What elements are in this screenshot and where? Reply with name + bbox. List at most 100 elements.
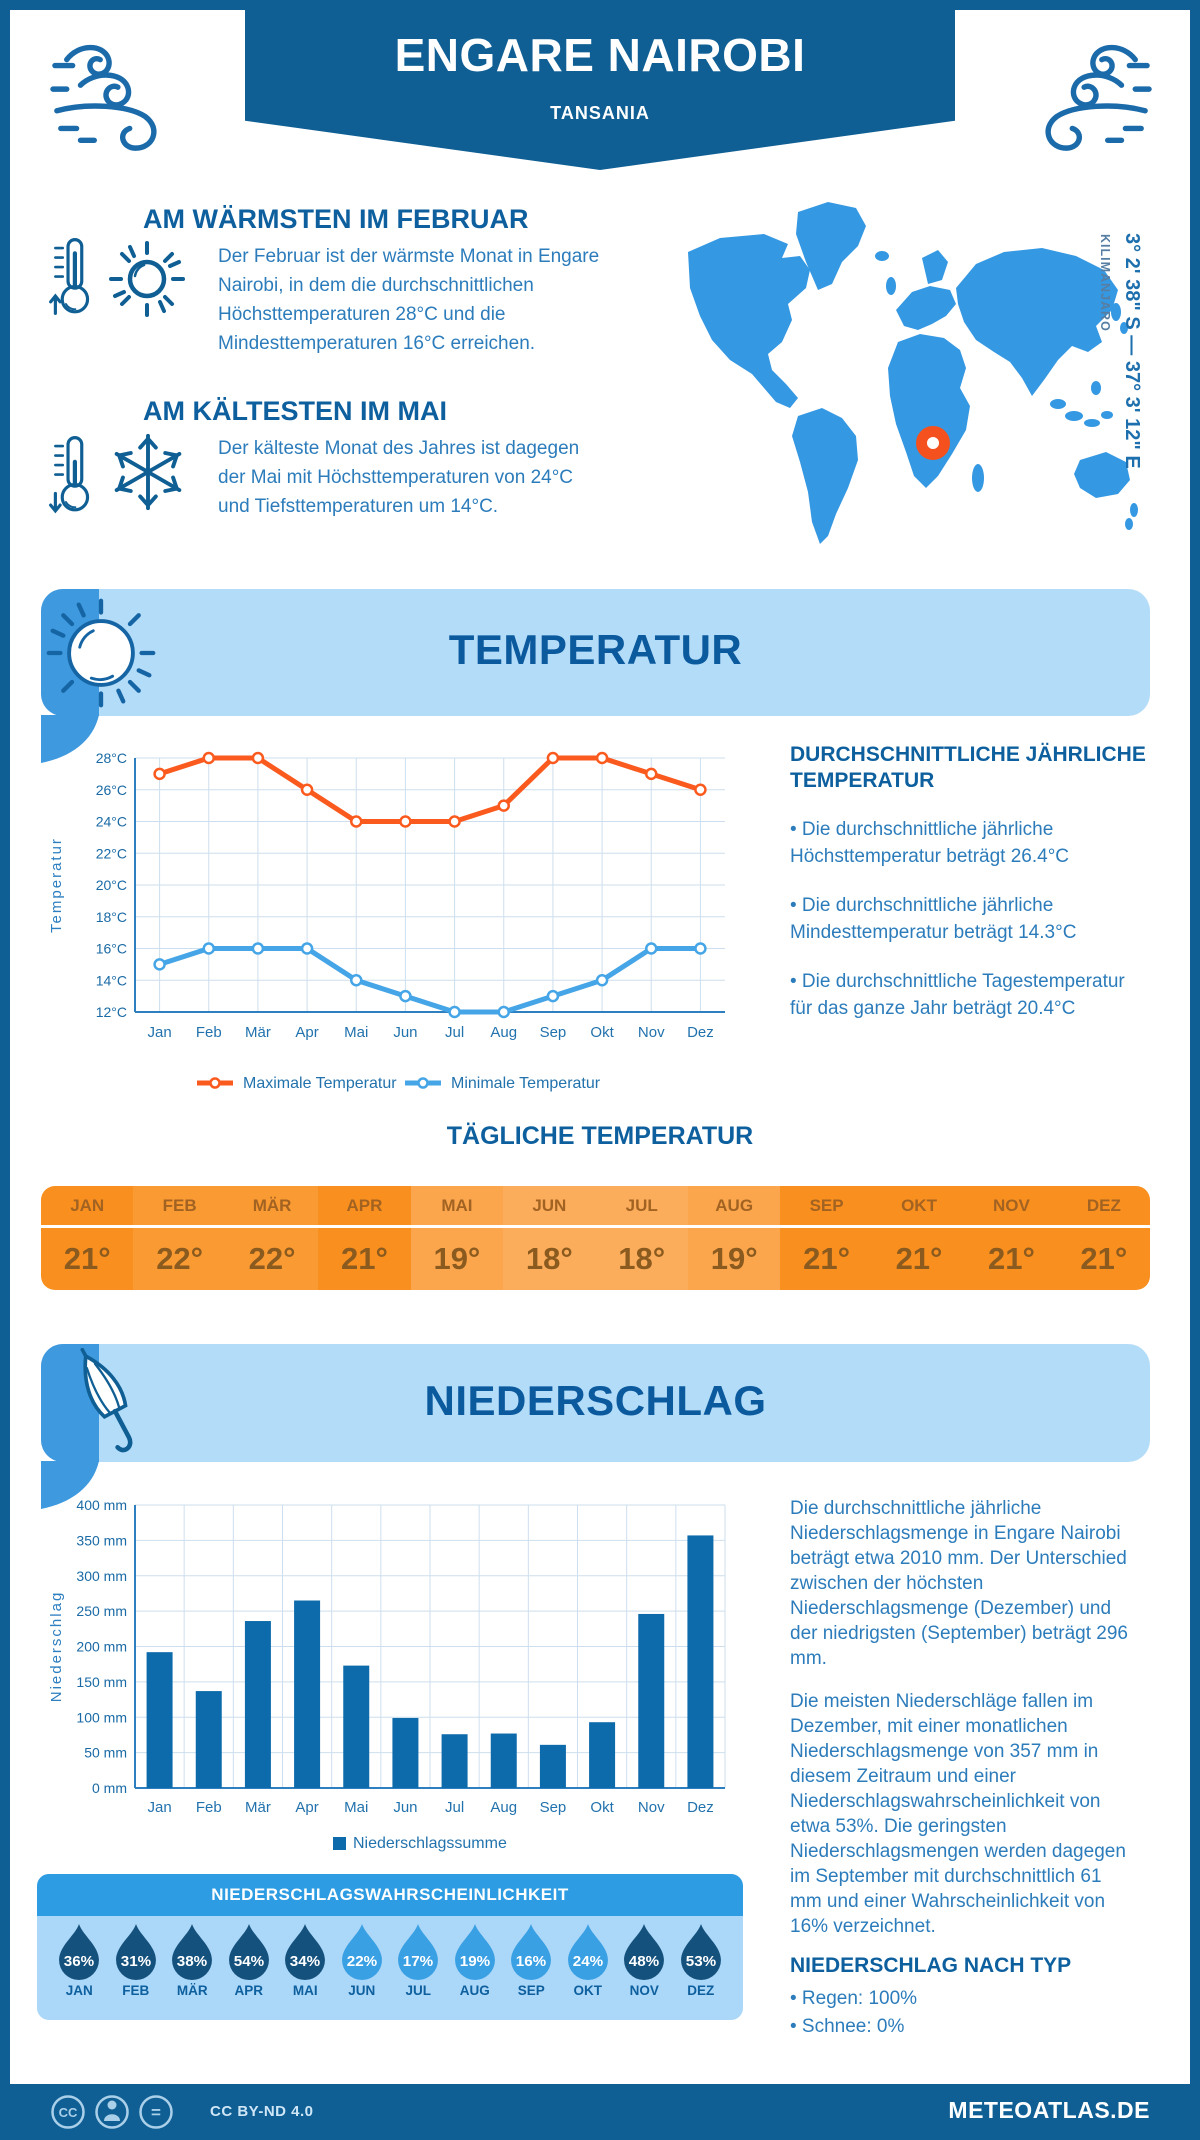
probability-droplet-FEB: 31% FEB [108, 1923, 165, 1998]
daily-temp-column-JAN: JAN 21° [41, 1186, 134, 1290]
bar-Apr [294, 1600, 321, 1788]
data-point [300, 783, 314, 796]
svg-text:Feb: Feb [196, 1799, 222, 1816]
precipitation-paragraph: Die meisten Niederschläge fallen im Deze… [790, 1689, 1168, 1939]
droplet-icon: 54% [228, 1923, 269, 1980]
svg-text:Jul: Jul [445, 1799, 464, 1816]
daily-temp-value: 18° [595, 1225, 688, 1290]
precipitation-probability-panel: NIEDERSCHLAGSWAHRSCHEINLICHKEIT 36% JAN 31… [37, 1874, 743, 2020]
svg-text:24°C: 24°C [96, 814, 127, 830]
precipitation-type-heading: NIEDERSCHLAG NACH TYP [790, 1954, 1072, 1977]
daily-temp-column-OKT: OKT 21° [872, 1186, 966, 1290]
paragraph-line: und Tiefsttemperaturen um 14°C. [218, 496, 499, 517]
daily-temp-value: 21° [41, 1225, 134, 1290]
precipitation-banner: NIEDERSCHLAG [41, 1344, 1150, 1462]
data-point [202, 942, 215, 955]
daily-temp-column-DEZ: DEZ 21° [1057, 1186, 1150, 1290]
bar-Okt [589, 1722, 616, 1788]
temperature-bullet: • Die durchschnittliche Tagestemperatur … [790, 968, 1162, 1022]
daily-temp-value: 22° [133, 1225, 226, 1290]
svg-text:22°C: 22°C [96, 845, 127, 861]
month-label: DEZ [687, 1983, 715, 1998]
site-name: METEOATLAS.DE [948, 2097, 1150, 2123]
month-label: SEP [517, 1983, 545, 1998]
svg-text:Temperatur: Temperatur [48, 837, 65, 933]
data-point [694, 942, 707, 955]
panel-heading-line: DURCHSCHNITTLICHE JÄHRLICHE [790, 743, 1146, 766]
month-label: JUN [348, 1983, 376, 1998]
header-banner: ENGARE NAIROBI TANSANIA [245, 0, 955, 170]
paragraph-line: Der kälteste Monat des Jahres ist dagege… [218, 438, 580, 459]
data-point [251, 751, 265, 765]
svg-text:Jul: Jul [445, 1024, 464, 1041]
svg-text:18°C: 18°C [96, 909, 127, 925]
data-point [202, 751, 215, 765]
svg-text:24%: 24% [573, 1953, 604, 1970]
data-point [350, 974, 363, 987]
bar-Dez [687, 1535, 714, 1788]
droplet-icon: 16% [511, 1923, 552, 1980]
paragraph-line: Niederschlagsmenge in Engare Nairobi [790, 1523, 1121, 1544]
daily-temperature-table: JAN 21° FEB 22° MÄR 22° APR 21° MAI 19° JUN 18° JUL 1… [41, 1186, 1150, 1290]
svg-text:100 mm: 100 mm [76, 1709, 127, 1725]
daily-temp-value: 21° [965, 1225, 1058, 1290]
bullet-line: • Regen: 100% [790, 1988, 918, 2009]
paragraph-line: mm und einer Wahrscheinlichkeit von [790, 1891, 1106, 1912]
grid [135, 1504, 726, 1788]
paragraph-line: diesem Zeitraum und einer [790, 1766, 1016, 1787]
svg-text:19%: 19% [460, 1953, 491, 1970]
data-point [153, 767, 166, 781]
data-point [497, 799, 510, 812]
svg-text:150 mm: 150 mm [76, 1674, 127, 1690]
page-border-right [1190, 0, 1200, 2140]
svg-text:54%: 54% [234, 1953, 265, 1970]
data-point [595, 974, 609, 987]
data-point [595, 751, 609, 765]
temperature-banner: TEMPERATUR [41, 589, 1150, 716]
banner-tail [41, 715, 99, 763]
bullet-line: • Die durchschnittliche Tagestemperatur [790, 971, 1125, 992]
droplet-row: 36% JAN 31% FEB 38% MÄR 54% APR 34% MAI 22% JUN 17% J… [37, 1916, 743, 1998]
svg-text:50 mm: 50 mm [84, 1745, 127, 1761]
bullet-line: • Die durchschnittliche jährliche [790, 895, 1054, 916]
precipitation-type-list: • Regen: 100% • Schnee: 0% [790, 1985, 1168, 2041]
month-label: MAI [292, 1983, 318, 1998]
person-icon [104, 2100, 120, 2121]
daily-temp-column-JUN: JUN 18° [503, 1186, 596, 1290]
svg-text:16%: 16% [516, 1953, 547, 1970]
svg-text:Jan: Jan [147, 1799, 171, 1816]
month-label: JUL [625, 1195, 658, 1215]
data-point [448, 815, 461, 828]
svg-text:Mär: Mär [245, 1799, 271, 1816]
month-label: NOV [993, 1195, 1030, 1215]
svg-text:Maximale Temperatur: Maximale Temperatur [243, 1075, 397, 1092]
bar-Mär [244, 1621, 271, 1788]
droplet-icon: 36% [59, 1923, 100, 1980]
daily-temp-column-MAI: MAI 19° [410, 1186, 504, 1290]
daily-temp-column-APR: APR 21° [318, 1186, 411, 1290]
page-title: ENGARE NAIROBI [394, 29, 806, 81]
bar-Aug [490, 1733, 517, 1788]
bar-Sep [539, 1744, 566, 1788]
svg-text:Mai: Mai [344, 1799, 368, 1816]
svg-text:Aug: Aug [490, 1024, 517, 1041]
svg-text:Jun: Jun [393, 1799, 417, 1816]
probability-droplet-JUL: 17% JUL [390, 1923, 447, 1998]
coldest-paragraph: Der kälteste Monat des Jahres ist dagege… [218, 434, 579, 521]
precipitation-probability-heading: NIEDERSCHLAGSWAHRSCHEINLICHKEIT [37, 1874, 743, 1916]
daily-temperature-heading: TÄGLICHE TEMPERATUR [446, 1122, 754, 1150]
month-label: AUG [459, 1983, 490, 1998]
temperature-banner-title: TEMPERATUR [448, 626, 743, 673]
month-label: JAN [65, 1983, 93, 1998]
month-label: JUN [532, 1195, 567, 1215]
paragraph-line: etwa 53%. Die geringsten [790, 1816, 1007, 1837]
daily-temp-value: 21° [318, 1225, 411, 1290]
data-point [546, 989, 560, 1003]
month-label: AUG [715, 1195, 754, 1215]
data-point [546, 751, 560, 765]
svg-text:38%: 38% [177, 1953, 208, 1970]
coldest-heading: AM KÄLTESTEN IM MAI [143, 396, 447, 426]
daily-temp-value: 21° [1057, 1225, 1150, 1290]
bullet-line: • Die durchschnittliche jährliche [790, 819, 1054, 840]
svg-text:Minimale Temperatur: Minimale Temperatur [451, 1075, 601, 1092]
